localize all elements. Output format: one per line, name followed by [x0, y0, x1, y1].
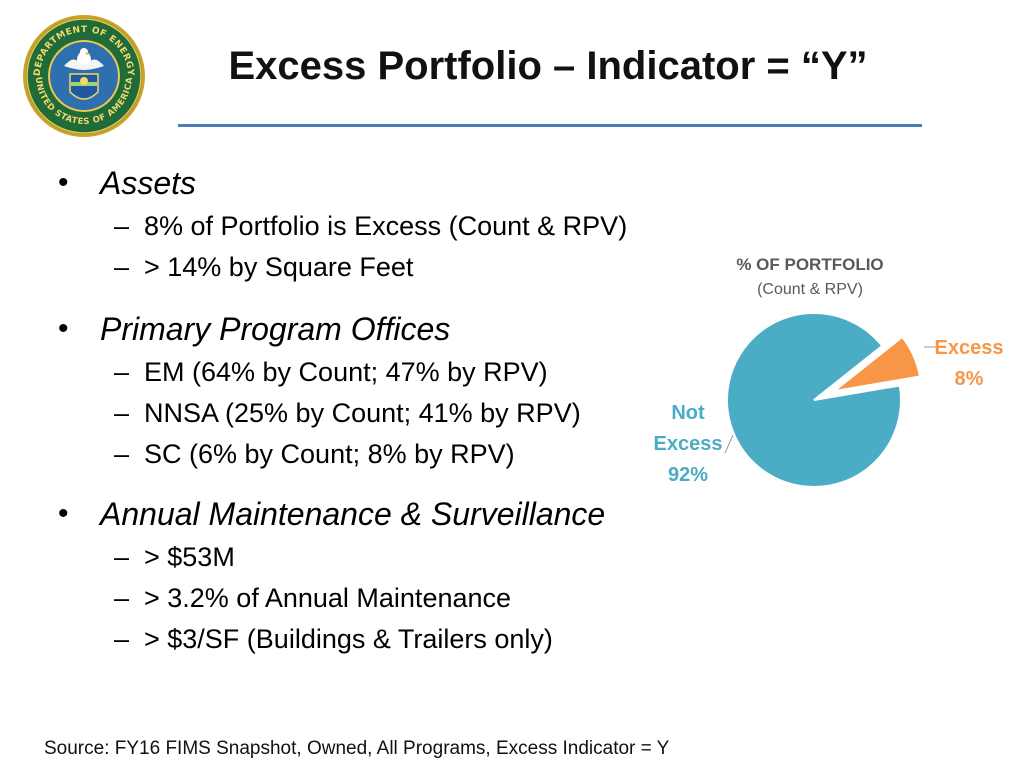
- list-item-text: > $3/SF (Buildings & Trailers only): [144, 624, 553, 654]
- list-item-text: EM (64% by Count; 47% by RPV): [144, 357, 548, 387]
- chart-subtitle: (Count & RPV): [757, 281, 863, 298]
- pie-label-excess: Excess 8%: [935, 337, 1004, 390]
- section-heading: • Primary Program Offices: [58, 306, 678, 352]
- list-item-text: NNSA (25% by Count; 41% by RPV): [144, 398, 581, 428]
- spacer: [58, 288, 678, 306]
- bullet-icon: •: [58, 497, 69, 530]
- list-item: – SC (6% by Count; 8% by RPV): [58, 434, 678, 475]
- list-item-text: SC (6% by Count; 8% by RPV): [144, 439, 515, 469]
- section-maintenance: • Annual Maintenance & Surveillance – > …: [58, 491, 678, 660]
- list-item: – 8% of Portfolio is Excess (Count & RPV…: [58, 206, 678, 247]
- pie-slice-excess: [833, 335, 922, 393]
- dash-icon: –: [114, 211, 130, 241]
- list-item: – > $3/SF (Buildings & Trailers only): [58, 619, 678, 660]
- dash-icon: –: [114, 439, 130, 469]
- source-footnote: Source: FY16 FIMS Snapshot, Owned, All P…: [44, 738, 670, 759]
- list-item-text: 8% of Portfolio is Excess (Count & RPV): [144, 211, 628, 241]
- list-item: – NNSA (25% by Count; 41% by RPV): [58, 393, 678, 434]
- dash-icon: –: [114, 583, 130, 613]
- dash-icon: –: [114, 542, 130, 572]
- list-item: – EM (64% by Count; 47% by RPV): [58, 352, 678, 393]
- page-title: Excess Portfolio – Indicator = “Y”: [228, 44, 868, 88]
- dash-icon: –: [114, 624, 130, 654]
- dash-icon: –: [114, 398, 130, 428]
- section-heading-text: Assets: [100, 165, 197, 201]
- bullet-icon: •: [58, 166, 69, 199]
- pie-slice-not-excess: [726, 312, 902, 488]
- list-item-text: > 3.2% of Annual Maintenance: [144, 583, 512, 613]
- title-divider: [178, 124, 922, 127]
- section-heading: • Assets: [58, 160, 678, 206]
- doe-seal-icon: DEPARTMENT OF ENERGY UNITED STATES OF AM…: [23, 15, 145, 137]
- dash-icon: –: [114, 357, 130, 387]
- pie-chart: Excess 8% Not Excess 92%: [654, 312, 1004, 488]
- bullet-icon: •: [58, 312, 69, 345]
- list-item: – > 3.2% of Annual Maintenance: [58, 578, 678, 619]
- list-item-text: > 14% by Square Feet: [144, 252, 414, 282]
- dash-icon: –: [114, 252, 130, 282]
- leader-line-not-excess: [724, 434, 734, 454]
- bullet-list: • Assets – 8% of Portfolio is Excess (Co…: [58, 160, 678, 660]
- spacer: [58, 475, 678, 491]
- list-item: – > 14% by Square Feet: [58, 247, 678, 288]
- section-heading: • Annual Maintenance & Surveillance: [58, 491, 678, 537]
- section-assets: • Assets – 8% of Portfolio is Excess (Co…: [58, 160, 678, 288]
- section-heading-text: Annual Maintenance & Surveillance: [100, 496, 606, 532]
- section-program-offices: • Primary Program Offices – EM (64% by C…: [58, 306, 678, 475]
- list-item: – > $53M: [58, 537, 678, 578]
- pie-label-not-excess: Not Excess 92%: [654, 402, 723, 486]
- list-item-text: > $53M: [144, 542, 235, 572]
- section-heading-text: Primary Program Offices: [100, 311, 451, 347]
- chart-title: % OF PORTFOLIO: [736, 255, 884, 274]
